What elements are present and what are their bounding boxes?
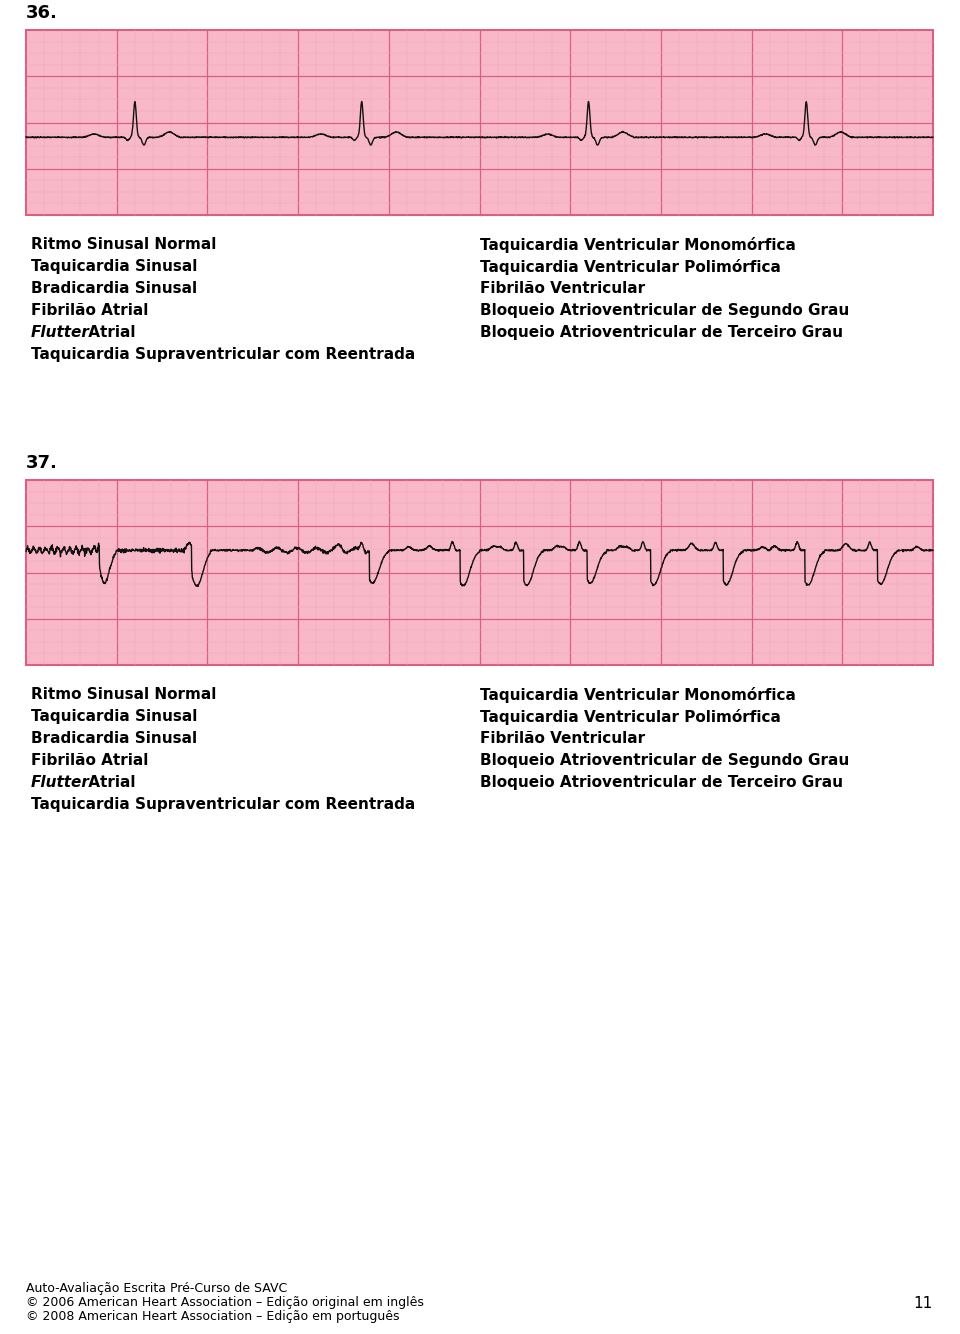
Text: © 2008 American Heart Association – Edição em português: © 2008 American Heart Association – Ediç… [26,1310,399,1323]
Text: Fibrilão Ventricular: Fibrilão Ventricular [480,281,645,296]
Text: Bloqueio Atrioventricular de Terceiro Grau: Bloqueio Atrioventricular de Terceiro Gr… [480,325,843,340]
Text: Auto-Avaliação Escrita Pré-Curso de SAVC: Auto-Avaliação Escrita Pré-Curso de SAVC [26,1282,287,1295]
Text: Bloqueio Atrioventricular de Segundo Grau: Bloqueio Atrioventricular de Segundo Gra… [480,303,850,317]
Text: Ritmo Sinusal Normal: Ritmo Sinusal Normal [31,237,216,252]
Text: 36.: 36. [26,4,58,21]
Bar [26,29,933,215]
Text: Fibrilão Ventricular: Fibrilão Ventricular [480,731,645,746]
Text: Taquicardia Ventricular Polimórfica: Taquicardia Ventricular Polimórfica [480,259,780,275]
Text: Taquicardia Supraventricular com Reentrada: Taquicardia Supraventricular com Reentra… [31,796,416,812]
Text: 11: 11 [914,1297,933,1311]
Text: Taquicardia Sinusal: Taquicardia Sinusal [31,259,198,273]
Text: © 2006 American Heart Association – Edição original em inglês: © 2006 American Heart Association – Ediç… [26,1297,424,1309]
Text: Bloqueio Atrioventricular de Segundo Grau: Bloqueio Atrioventricular de Segundo Gra… [480,752,850,768]
Text: 37.: 37. [26,454,58,472]
Text: Taquicardia Ventricular Polimórfica: Taquicardia Ventricular Polimórfica [480,708,780,724]
Text: Bradicardia Sinusal: Bradicardia Sinusal [31,281,197,296]
Text: Bloqueio Atrioventricular de Terceiro Grau: Bloqueio Atrioventricular de Terceiro Gr… [480,775,843,790]
Text: Taquicardia Supraventricular com Reentrada: Taquicardia Supraventricular com Reentra… [31,347,416,362]
Text: Fibrilão Atrial: Fibrilão Atrial [31,752,149,768]
Text: Flutter: Flutter [31,325,90,340]
Bar [26,480,933,666]
Text: Taquicardia Ventricular Monomórfica: Taquicardia Ventricular Monomórfica [480,237,796,253]
Text: Taquicardia Sinusal: Taquicardia Sinusal [31,708,198,724]
Text: Ritmo Sinusal Normal: Ritmo Sinusal Normal [31,687,216,702]
Text: Taquicardia Ventricular Monomórfica: Taquicardia Ventricular Monomórfica [480,687,796,703]
Text: Atrial: Atrial [83,325,135,340]
Text: Atrial: Atrial [83,775,135,790]
Text: Bradicardia Sinusal: Bradicardia Sinusal [31,731,197,746]
Text: Fibrilão Atrial: Fibrilão Atrial [31,303,149,317]
Text: Flutter: Flutter [31,775,90,790]
